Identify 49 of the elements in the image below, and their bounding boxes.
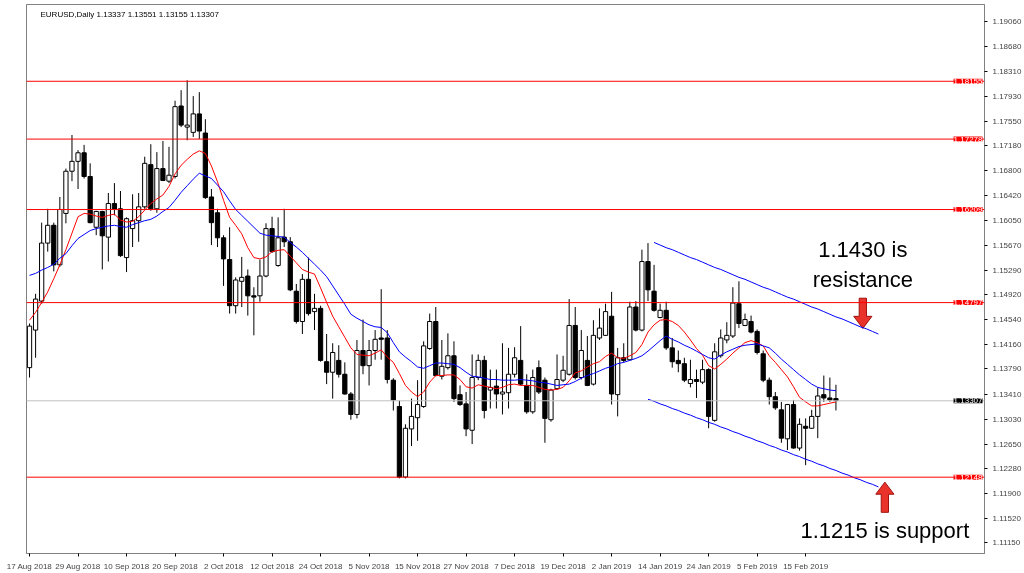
y-tick-label: 1.16050 [992,215,1022,225]
y-tick-label: 1.18310 [992,66,1022,76]
y-tick-label: 1.14540 [992,315,1022,325]
ref-line-label: 1.16209 [953,205,984,215]
x-tick-label: 5 Nov 2018 [348,561,391,571]
x-tick-label: 2 Oct 2018 [203,561,244,571]
y-tick-label: 1.15290 [992,265,1022,275]
y-tick-label: 1.17180 [992,141,1022,151]
ref-line-label: 1.12148 [953,472,984,482]
x-tick-label: 24 Jan 2019 [686,561,732,571]
y-tick-label: 1.14160 [992,340,1022,350]
x-tick-label: 17 Aug 2018 [6,561,53,571]
y-tick-label: 1.15670 [992,240,1022,250]
y-tick-label: 1.11150 [992,538,1021,548]
y-tick-label: 1.11900 [992,489,1022,499]
y-tick-label: 1.17550 [992,116,1022,126]
x-tick-label: 5 Feb 2019 [736,561,778,571]
annotation: 1.1430 is resistance [812,237,913,293]
candlestick [390,377,396,411]
y-tick-label: 1.12280 [992,463,1022,473]
text: EURUSD,Daily 1.13337 1.13551 1.13155 1.13307 [40,9,220,19]
y-tick-label: 1.13030 [992,414,1022,424]
x-tick-label: 14 Jan 2019 [638,561,683,571]
y-tick-label: 1.19060 [992,17,1022,27]
y-tick-label: 1.13790 [992,364,1022,374]
y-tick-label: 1.11520 [992,514,1022,524]
x-tick-label: 20 Sep 2018 [152,561,199,571]
x-tick-label: 29 Aug 2018 [55,561,101,571]
y-tick-label: 1.14920 [992,289,1022,299]
y-tick-label: 1.12650 [992,439,1022,449]
ref-line-label: 1.17278 [953,134,984,144]
x-tick-label: 27 Nov 2018 [443,561,490,571]
annotation: 1.1215 is support [800,518,970,544]
x-tick-label: 7 Dec 2018 [494,561,536,571]
ref-line-label: 1.13307 [953,396,984,406]
x-tick-label: 2 Jan 2019 [591,561,632,571]
x-tick-label: 15 Feb 2019 [783,561,829,571]
y-tick-label: 1.16420 [992,191,1022,201]
x-tick-label: 10 Sep 2018 [103,561,150,571]
x-tick-label: 12 Oct 2018 [250,561,295,571]
y-tick-label: 1.17930 [992,91,1022,101]
x-tick-label: 24 Oct 2018 [298,561,343,571]
ref-line-label: 1.14797 [953,298,984,308]
y-tick-label: 1.16800 [992,166,1022,176]
x-tick-label: 15 Nov 2018 [394,561,441,571]
ref-line-label: 1.18155 [953,76,984,86]
y-tick-label: 1.18680 [992,42,1022,52]
x-tick-label: 19 Dec 2018 [540,561,587,571]
y-tick-label: 1.13410 [992,389,1022,399]
